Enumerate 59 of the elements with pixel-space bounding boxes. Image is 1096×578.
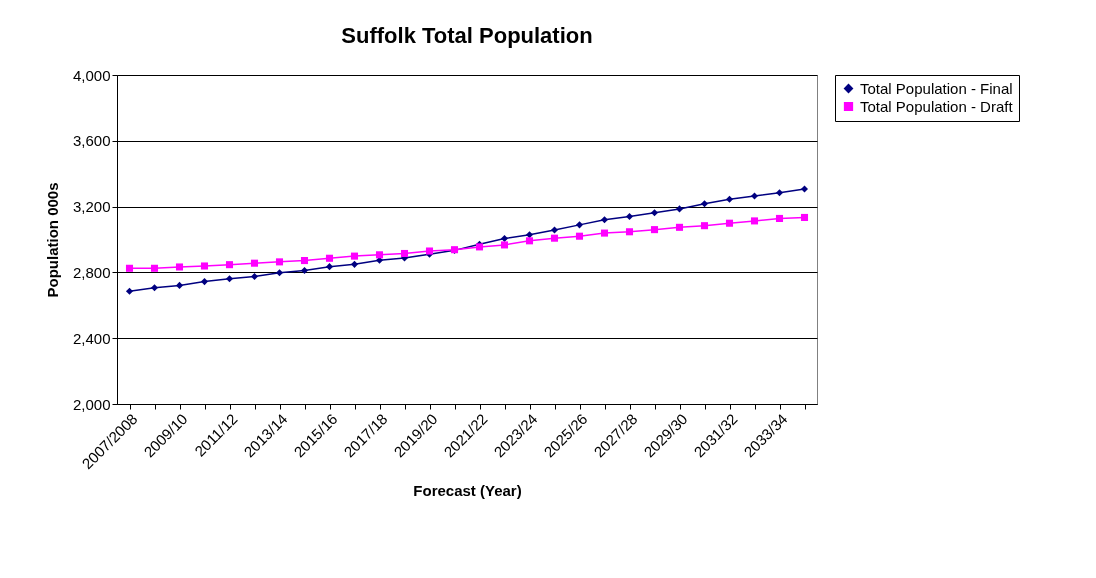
y-tick-label: 3,200 (72, 198, 111, 216)
point (575, 232, 584, 240)
point (325, 263, 334, 271)
point (650, 209, 659, 217)
point (625, 212, 634, 221)
point (200, 262, 209, 270)
point (125, 287, 134, 295)
point (675, 205, 684, 213)
point (275, 269, 284, 277)
point (150, 284, 159, 292)
point (800, 185, 809, 193)
point (350, 260, 359, 268)
y-tick-label: 2,000 (72, 395, 111, 413)
point (725, 219, 734, 227)
point (300, 266, 309, 274)
point (675, 223, 684, 231)
point (550, 226, 559, 234)
point (275, 258, 284, 266)
y-tick-label: 2,800 (72, 263, 111, 281)
point (600, 216, 609, 224)
legend-label: Total Population - Final (860, 79, 1013, 97)
point (700, 222, 709, 230)
point (775, 214, 784, 222)
point (525, 231, 534, 239)
point (500, 241, 509, 249)
y-tick-label: 3,600 (72, 132, 111, 150)
point (525, 237, 534, 245)
point (225, 275, 234, 283)
y-tick-label: 2,400 (72, 329, 111, 347)
x-axis-title: Forecast (Year) (413, 482, 522, 500)
y-tick-label: 4,000 (72, 66, 111, 84)
point (700, 200, 709, 208)
point (325, 254, 334, 262)
y-axis-title: Population 000s (43, 182, 61, 298)
point (350, 252, 359, 260)
point (200, 278, 209, 286)
point (750, 192, 759, 200)
point (125, 264, 134, 272)
point (725, 195, 734, 203)
point (800, 213, 809, 221)
point (250, 259, 259, 267)
point (250, 272, 259, 281)
point (775, 189, 784, 197)
point (175, 263, 184, 271)
point (300, 257, 309, 265)
point (150, 264, 159, 272)
point (225, 261, 234, 269)
point (750, 217, 759, 225)
point (500, 234, 509, 243)
legend-label: Total Population - Draft (860, 97, 1014, 115)
point (375, 251, 384, 259)
point (650, 226, 659, 234)
point (575, 221, 584, 229)
point (625, 228, 634, 236)
point (400, 249, 409, 258)
point (175, 281, 184, 289)
chart-title: Suffolk Total Population (341, 23, 593, 48)
point (550, 234, 559, 242)
point (600, 229, 609, 237)
